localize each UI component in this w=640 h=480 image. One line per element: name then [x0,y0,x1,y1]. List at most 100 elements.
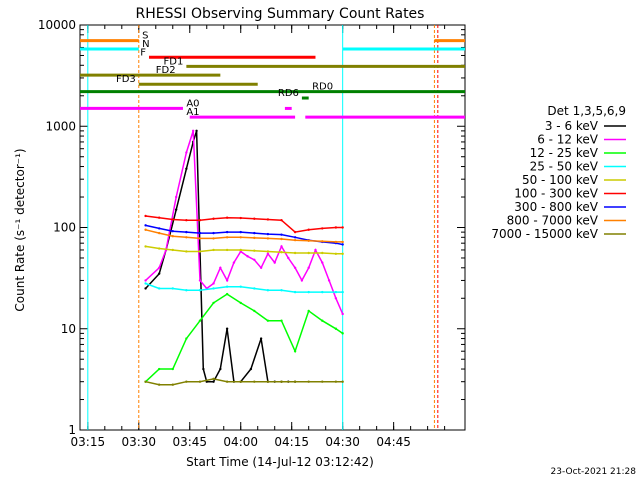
data-point [300,279,304,282]
data-point [144,279,147,282]
data-point [239,248,242,252]
flag-label-rd6: RD6 [278,88,299,99]
data-point [280,219,283,222]
data-point [212,237,215,240]
y-tick-label: 10 [61,322,76,336]
data-point [280,380,283,383]
data-point [293,350,297,353]
data-point [185,219,188,222]
legend-label: 100 - 300 keV [514,187,598,201]
data-point [341,332,344,335]
legend-label: 800 - 7000 keV [507,214,599,228]
series-line [145,293,344,383]
data-point [185,167,188,170]
data-point [280,237,283,241]
data-point [334,380,338,383]
series-line [145,282,343,293]
data-point [185,151,188,154]
data-point [307,251,310,255]
flag-label-fd3: FD3 [116,74,136,85]
data-point [239,285,242,288]
data-point [185,337,188,340]
data-point [198,219,202,222]
x-tick-label: 04:30 [325,435,360,449]
data-point [253,249,256,252]
flag-label-n: N [142,39,149,50]
data-point [171,287,174,290]
x-tick-label: 03:15 [71,435,106,449]
data-point [157,227,161,230]
data-point [225,327,229,330]
data-point [307,228,310,231]
flag-label-a0: A0 [186,98,199,109]
y-axis-label: Count Rate (s⁻¹ detector⁻¹) [13,148,27,311]
data-point [157,216,161,219]
data-point [144,214,147,218]
data-point [198,289,202,292]
data-point [239,216,242,220]
data-point [321,261,324,264]
data-point [266,380,270,383]
data-point [225,279,229,282]
data-point [212,377,215,381]
data-point [321,240,324,243]
data-point [232,261,236,264]
data-point [191,129,195,133]
data-point [280,289,283,292]
data-point [307,309,310,313]
data-point [273,261,276,264]
data-point [341,312,344,316]
data-point [321,227,324,230]
data-point [225,230,229,234]
timestamp: 23-Oct-2021 21:28 [551,467,637,477]
data-point [198,380,202,383]
series-line [145,130,296,383]
data-point [334,252,338,255]
x-tick-label: 03:45 [172,435,207,449]
data-point [198,237,202,240]
data-point [225,248,229,252]
data-point [253,287,256,290]
data-point [341,252,344,255]
data-point [293,290,297,294]
data-point [253,231,256,235]
flag-label-f: F [140,47,146,58]
y-tick-label: 1000 [45,119,76,133]
data-point [253,236,256,240]
data-point [212,380,215,383]
data-point [225,236,229,239]
data-point [171,383,174,386]
data-point [171,235,174,238]
data-point [144,380,147,383]
data-point [239,301,242,305]
data-point [307,380,310,383]
data-point [266,232,270,236]
data-point [253,258,256,261]
data-point [219,266,222,269]
data-point [157,266,161,269]
data-point [334,327,338,330]
y-tick-label: 1 [68,423,76,437]
legend-label: 7000 - 15000 keV [491,227,598,241]
data-point [266,218,270,221]
legend-label: 3 - 6 keV [545,119,599,133]
data-point [157,287,161,290]
data-point [266,237,270,240]
data-point [266,250,270,253]
data-point [293,380,297,383]
data-point [225,285,229,288]
data-point [198,250,202,253]
series-line [145,130,344,315]
series-line [145,245,343,255]
y-tick-label: 10000 [38,18,76,32]
data-point [144,245,147,248]
data-point [327,279,331,282]
data-point [341,226,344,229]
data-point [171,248,174,252]
data-point [334,226,338,229]
data-point [219,367,222,371]
data-point [185,236,188,239]
legend-label: 25 - 50 keV [530,160,599,174]
data-point [293,236,297,239]
